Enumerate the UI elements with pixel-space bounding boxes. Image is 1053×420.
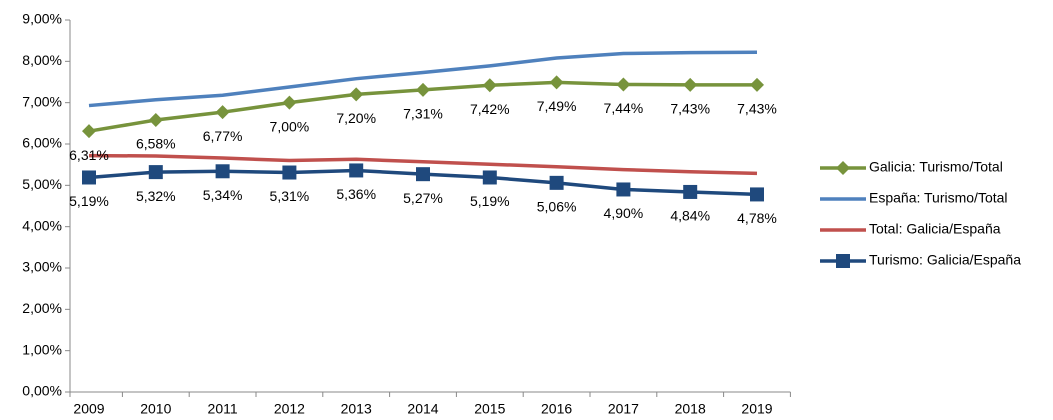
marker xyxy=(616,77,631,92)
data-label: 5,19% xyxy=(470,193,510,209)
x-tick-label: 2010 xyxy=(140,401,171,417)
marker xyxy=(549,175,564,190)
x-tick-label: 2012 xyxy=(274,401,305,417)
data-label: 4,90% xyxy=(604,205,644,221)
data-label: 7,20% xyxy=(336,110,376,126)
legend-label: Total: Galicia/España xyxy=(869,221,1001,237)
data-label: 5,19% xyxy=(69,193,109,209)
y-tick-label: 3,00% xyxy=(22,259,62,275)
data-label: 5,27% xyxy=(403,190,443,206)
marker xyxy=(750,187,764,202)
series-line xyxy=(88,50,758,108)
data-label: 7,42% xyxy=(470,101,510,117)
marker xyxy=(215,164,230,179)
y-tick-label: 8,00% xyxy=(22,52,62,68)
marker xyxy=(148,165,163,180)
marker xyxy=(683,77,698,92)
marker xyxy=(616,182,631,197)
y-tick-label: 2,00% xyxy=(22,300,62,316)
data-label: 5,32% xyxy=(136,188,176,204)
data-label: 5,06% xyxy=(537,199,577,215)
legend-label: España: Turismo/Total xyxy=(869,190,1008,206)
y-tick-label: 1,00% xyxy=(22,341,62,357)
data-label: 5,36% xyxy=(336,186,376,202)
data-label: 7,44% xyxy=(604,100,644,116)
marker xyxy=(836,254,850,268)
marker xyxy=(215,105,230,120)
y-tick-label: 6,00% xyxy=(22,135,62,151)
series-line xyxy=(88,153,758,176)
x-tick-label: 2019 xyxy=(741,401,772,417)
data-label: 7,00% xyxy=(270,118,310,134)
x-tick-label: 2009 xyxy=(73,401,104,417)
marker xyxy=(683,184,698,199)
y-tick-label: 4,00% xyxy=(22,217,62,233)
y-tick-label: 5,00% xyxy=(22,176,62,192)
legend-label: Turismo: Galicia/España xyxy=(869,252,1021,268)
marker xyxy=(549,75,564,90)
y-tick-label: 0,00% xyxy=(22,383,62,399)
data-label: 5,31% xyxy=(270,188,310,204)
marker xyxy=(282,95,297,110)
marker xyxy=(416,167,430,182)
marker xyxy=(416,82,430,97)
data-label: 7,31% xyxy=(403,106,443,122)
marker xyxy=(82,124,96,139)
data-label: 5,34% xyxy=(203,187,243,203)
y-tick-label: 7,00% xyxy=(22,93,62,109)
marker xyxy=(148,113,163,128)
data-label: 6,31% xyxy=(69,147,109,163)
x-tick-label: 2018 xyxy=(675,401,706,417)
marker xyxy=(282,165,297,180)
x-tick-label: 2015 xyxy=(474,401,505,417)
marker xyxy=(349,87,364,102)
x-tick-label: 2017 xyxy=(608,401,639,417)
data-label: 7,43% xyxy=(737,101,777,117)
x-tick-label: 2013 xyxy=(341,401,372,417)
marker xyxy=(750,77,764,92)
legend-label: Galicia: Turismo/Total xyxy=(869,159,1003,175)
marker xyxy=(482,78,497,93)
data-label: 6,77% xyxy=(203,128,243,144)
data-label: 7,49% xyxy=(537,98,577,114)
x-tick-label: 2016 xyxy=(541,401,572,417)
marker xyxy=(482,170,497,185)
data-label: 4,84% xyxy=(670,208,710,224)
x-tick-label: 2011 xyxy=(208,401,238,417)
data-label: 4,78% xyxy=(737,210,777,226)
marker xyxy=(82,170,96,185)
data-label: 7,43% xyxy=(670,101,710,117)
marker xyxy=(349,163,364,178)
marker xyxy=(836,161,850,175)
x-tick-label: 2014 xyxy=(407,401,438,417)
data-label: 6,58% xyxy=(136,136,176,152)
y-tick-label: 9,00% xyxy=(22,11,62,27)
